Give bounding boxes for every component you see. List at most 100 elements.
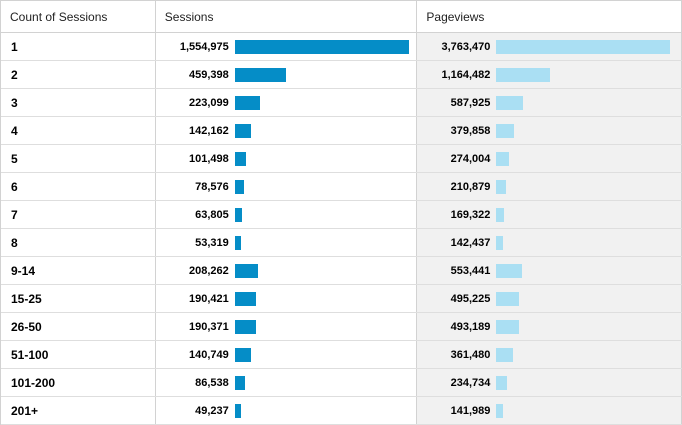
pageviews-bar-track (496, 95, 670, 110)
pageviews-bar (496, 375, 508, 390)
sessions-bar-track (234, 319, 409, 334)
sessions-value: 223,099 (189, 96, 229, 109)
sessions-cell: 190,371 (155, 313, 418, 340)
row-label: 51-100 (1, 341, 156, 368)
pageviews-value: 1,164,482 (441, 68, 491, 81)
sessions-cell: 223,099 (155, 89, 418, 116)
sessions-value: 101,498 (189, 152, 229, 165)
pageviews-value: 361,480 (450, 348, 491, 361)
pageviews-bar (496, 319, 520, 334)
pageviews-bar (496, 151, 510, 166)
sessions-value: 142,162 (189, 124, 229, 137)
pageviews-bar-track (496, 375, 670, 390)
sessions-cell: 49,237 (155, 397, 418, 424)
table-row[interactable]: 26-50 190,371 493,189 (1, 313, 682, 341)
sessions-cell: 53,319 (155, 229, 418, 256)
sessions-bar (234, 123, 251, 138)
sessions-value: 86,538 (195, 376, 229, 389)
pageviews-cell: 3,763,470 (417, 33, 682, 60)
table-row[interactable]: 201+ 49,237 141,989 (1, 397, 682, 425)
pageviews-bar-track (496, 263, 670, 278)
sessions-bar (234, 235, 241, 250)
pageviews-bar (496, 347, 514, 362)
row-label: 15-25 (1, 285, 156, 312)
pageviews-bar (496, 207, 505, 222)
sessions-cell: 101,498 (155, 145, 418, 172)
pageviews-value: 587,925 (450, 96, 491, 109)
sessions-bar (234, 403, 241, 418)
pageviews-bar (496, 67, 551, 82)
sessions-cell: 459,398 (155, 61, 418, 88)
pageviews-cell: 1,164,482 (417, 61, 682, 88)
table-header-row: Count of Sessions Sessions Pageviews (1, 0, 682, 33)
pageviews-bar-track (496, 67, 670, 82)
sessions-bar-track (234, 151, 409, 166)
sessions-bar (234, 67, 286, 82)
table-row[interactable]: 7 63,805 169,322 (1, 201, 682, 229)
table-row[interactable]: 1 1,554,975 3,763,470 (1, 33, 682, 61)
pageviews-cell: 234,734 (417, 369, 682, 396)
pageviews-cell: 587,925 (417, 89, 682, 116)
pageviews-value: 493,189 (450, 320, 491, 333)
pageviews-cell: 169,322 (417, 201, 682, 228)
row-label: 1 (1, 33, 156, 60)
table-row[interactable]: 15-25 190,421 495,225 (1, 285, 682, 313)
sessions-value: 459,398 (189, 68, 229, 81)
table-row[interactable]: 3 223,099 587,925 (1, 89, 682, 117)
sessions-bar (234, 39, 409, 54)
sessions-bar-track (234, 207, 409, 222)
sessions-bar-track (234, 263, 409, 278)
sessions-bar-track (234, 291, 409, 306)
pageviews-value: 169,322 (450, 208, 491, 221)
pageviews-bar-track (496, 347, 670, 362)
row-label: 7 (1, 201, 156, 228)
sessions-cell: 190,421 (155, 285, 418, 312)
sessions-cell: 208,262 (155, 257, 418, 284)
row-label: 4 (1, 117, 156, 144)
table-row[interactable]: 4 142,162 379,858 (1, 117, 682, 145)
pageviews-value: 495,225 (450, 292, 491, 305)
pageviews-bar (496, 235, 504, 250)
table-row[interactable]: 2 459,398 1,164,482 (1, 61, 682, 89)
row-label: 26-50 (1, 313, 156, 340)
sessions-value: 78,576 (195, 180, 229, 193)
table-row[interactable]: 6 78,576 210,879 (1, 173, 682, 201)
column-header-count-of-sessions[interactable]: Count of Sessions (1, 1, 156, 32)
row-label: 2 (1, 61, 156, 88)
sessions-bar (234, 151, 246, 166)
row-label: 6 (1, 173, 156, 200)
sessions-value: 53,319 (195, 236, 229, 249)
sessions-cell: 1,554,975 (155, 33, 418, 60)
row-label: 3 (1, 89, 156, 116)
table-row[interactable]: 9-14 208,262 553,441 (1, 257, 682, 285)
sessions-bar (234, 319, 256, 334)
table-row[interactable]: 101-200 86,538 234,734 (1, 369, 682, 397)
column-header-sessions[interactable]: Sessions (155, 1, 418, 32)
pageviews-value: 3,763,470 (441, 40, 491, 53)
table-row[interactable]: 51-100 140,749 361,480 (1, 341, 682, 369)
sessions-value: 63,805 (195, 208, 229, 221)
pageviews-cell: 495,225 (417, 285, 682, 312)
pageviews-value: 142,437 (450, 236, 491, 249)
pageviews-bar-track (496, 207, 670, 222)
pageviews-bar (496, 179, 507, 194)
sessions-cell: 142,162 (155, 117, 418, 144)
sessions-bar (234, 375, 245, 390)
sessions-bar-track (234, 179, 409, 194)
sessions-cell: 140,749 (155, 341, 418, 368)
pageviews-value: 274,004 (450, 152, 491, 165)
sessions-bar-track (234, 39, 409, 54)
table-row[interactable]: 8 53,319 142,437 (1, 229, 682, 257)
sessions-bar (234, 347, 251, 362)
table-row[interactable]: 5 101,498 274,004 (1, 145, 682, 173)
pageviews-value: 210,879 (450, 180, 491, 193)
sessions-bar-track (234, 375, 409, 390)
sessions-bar (234, 207, 242, 222)
sessions-cell: 63,805 (155, 201, 418, 228)
pageviews-cell: 361,480 (417, 341, 682, 368)
row-label: 101-200 (1, 369, 156, 396)
sessions-bar-track (234, 123, 409, 138)
pageviews-bar-track (496, 151, 670, 166)
column-header-pageviews[interactable]: Pageviews (417, 1, 682, 32)
